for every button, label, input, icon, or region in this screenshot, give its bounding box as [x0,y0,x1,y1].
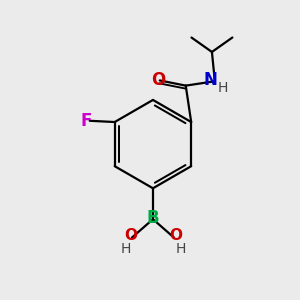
Text: H: H [218,81,228,95]
Text: F: F [80,112,92,130]
Text: O: O [151,71,165,89]
Text: O: O [124,228,137,243]
Text: B: B [147,209,159,227]
Text: O: O [169,228,182,243]
Text: H: H [120,242,130,256]
Text: N: N [203,71,218,89]
Text: H: H [175,242,186,256]
